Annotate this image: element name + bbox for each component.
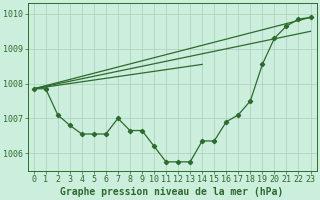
X-axis label: Graphe pression niveau de la mer (hPa): Graphe pression niveau de la mer (hPa) <box>60 186 284 197</box>
